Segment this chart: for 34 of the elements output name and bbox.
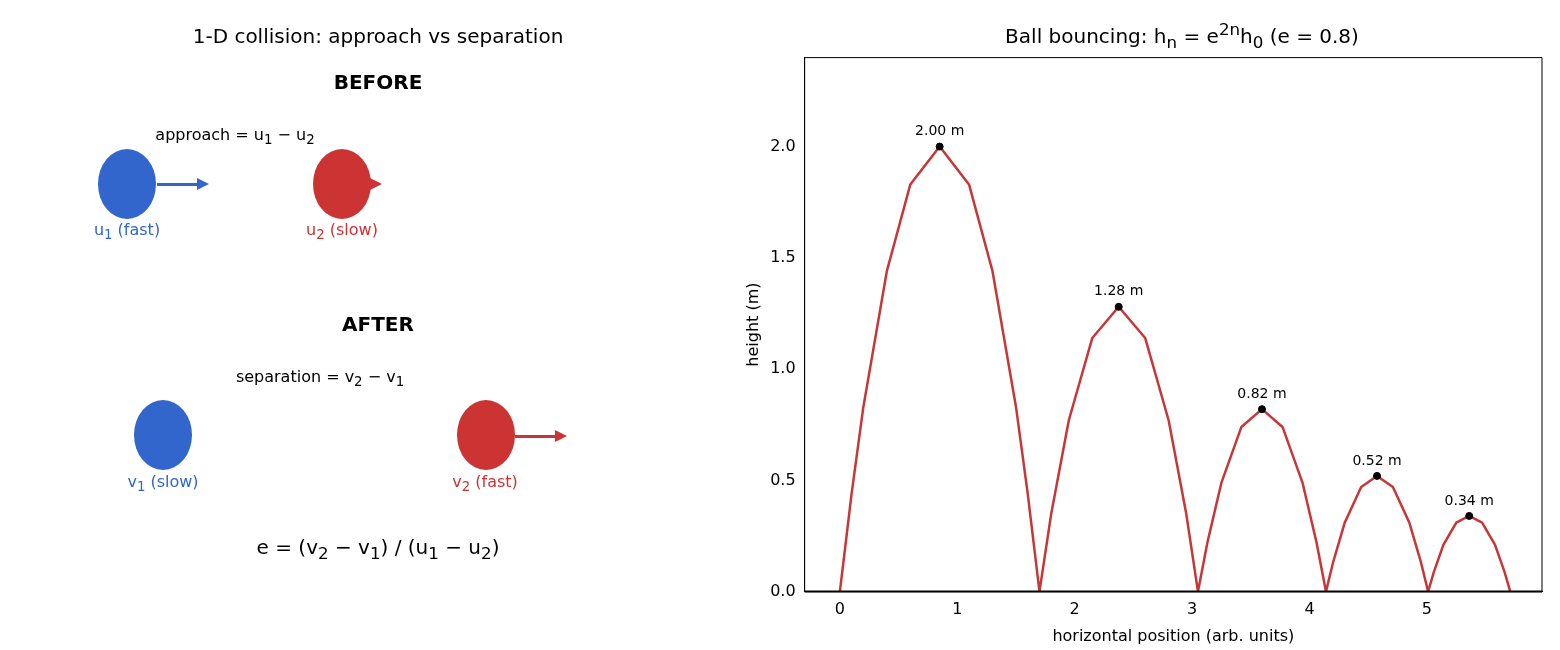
text: e = (v$_{2}$ − v$_{1}$) / (u$_{1}$ − u$_{2}$) (256, 535, 500, 563)
data-label: 2.00 m (915, 122, 965, 139)
text: v$_{2}$ (fast) (452, 472, 518, 495)
text: BEFORE (333, 70, 423, 94)
data-label: 0.82 m (1237, 384, 1287, 401)
point (935, 142, 944, 151)
y-axis-title: height (m) (742, 282, 762, 367)
x-tick-label: 0 (834, 599, 845, 619)
point (1114, 302, 1123, 311)
point (1257, 405, 1266, 414)
y-tick-label: 1.5 (770, 247, 796, 267)
y-tick-label: 1.0 (770, 358, 796, 378)
x-tick-label: 1 (952, 599, 963, 619)
text: 1-D collision: approach vs separation (192, 24, 564, 48)
text: separation = v$_{2}$ − v$_{1}$ (235, 367, 405, 390)
text: approach = u$_{1}$ − u$_{2}$ (155, 125, 315, 148)
text: u$_{2}$ (slow) (306, 220, 378, 243)
chart-title: Ball bouncing: h$_{n}$ = e$^{2n}$h$_{0}$ (e = 0.8) (1005, 20, 1359, 52)
x-tick-label: 5 (1421, 599, 1433, 619)
x-tick-label: 4 (1304, 599, 1315, 619)
y-tick-label: 0.0 (770, 580, 796, 600)
text: u$_{1}$ (fast) (93, 220, 161, 243)
point (1465, 511, 1474, 520)
x-tick-label: 3 (1187, 599, 1198, 619)
text: AFTER (342, 312, 414, 336)
data-label: 0.52 m (1352, 451, 1402, 468)
point (1373, 471, 1382, 480)
y-tick-label: 2.0 (770, 135, 796, 155)
text: v$_{1}$ (slow) (127, 472, 199, 495)
x-axis-title: horizontal position (arb. units) (1052, 625, 1295, 645)
data-label: 0.34 m (1444, 491, 1494, 508)
x-tick-label: 2 (1069, 599, 1080, 619)
data-label: 1.28 m (1094, 282, 1144, 299)
y-tick-label: 0.5 (770, 469, 796, 489)
